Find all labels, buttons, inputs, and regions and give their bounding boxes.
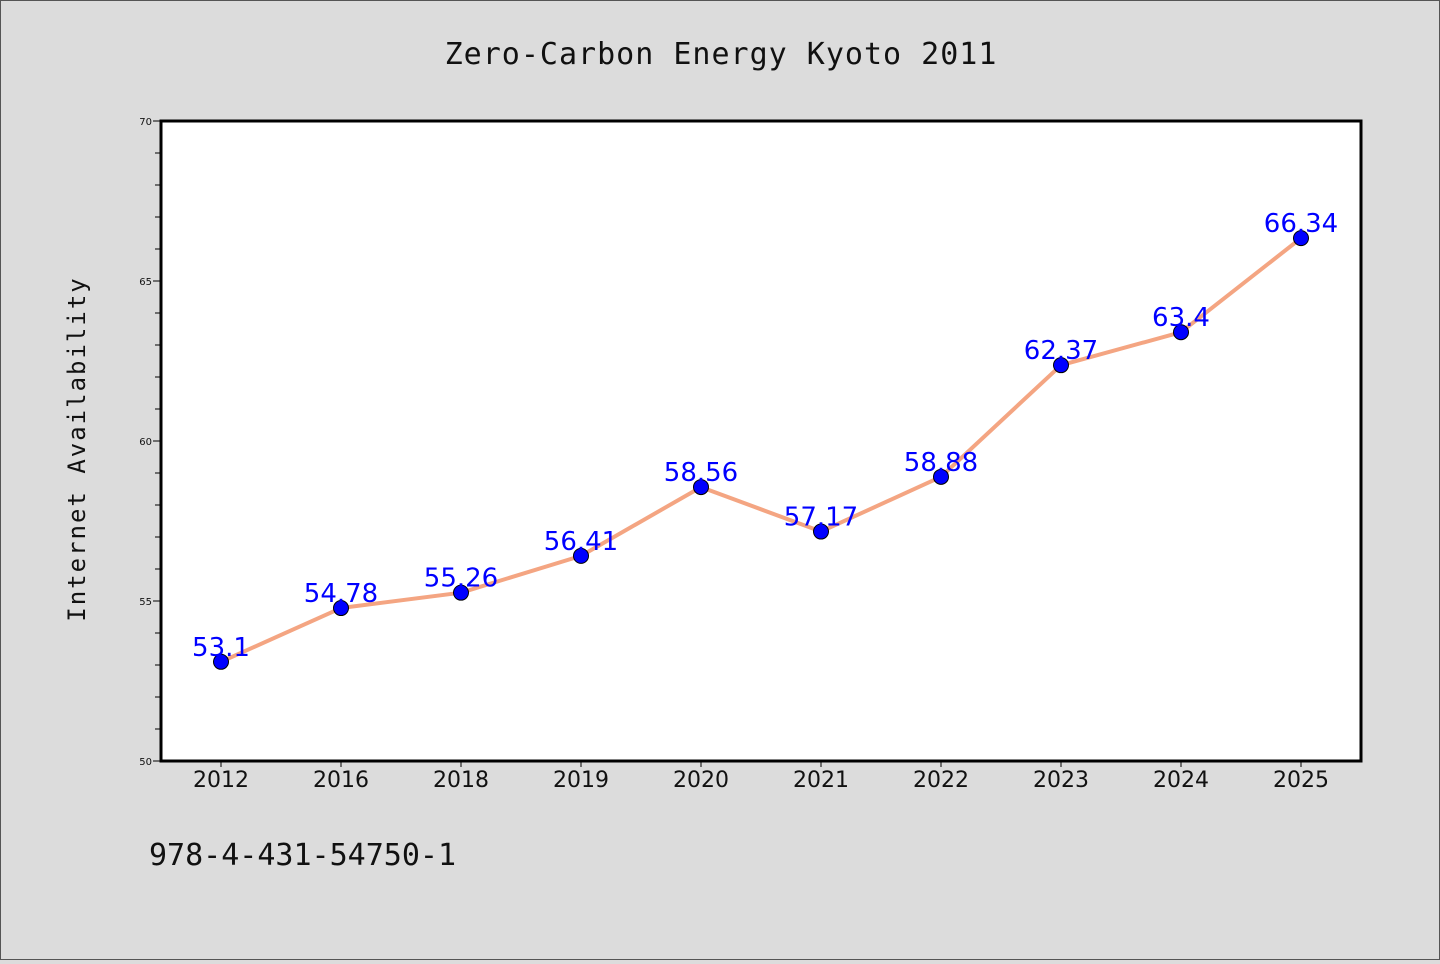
y-axis-ticks: 50 55 60 65 70	[139, 117, 161, 768]
x-tick-label: 2025	[1273, 768, 1329, 793]
series-line	[219, 236, 1303, 664]
x-tick-label: 2020	[673, 768, 729, 793]
data-label: 63.4	[1152, 303, 1210, 333]
x-tick-label: 2022	[913, 768, 969, 793]
chart-title: Zero-Carbon Energy Kyoto 2011	[445, 37, 998, 72]
data-label: 58.88	[904, 448, 978, 478]
data-point	[933, 468, 949, 485]
x-tick-label: 2024	[1153, 768, 1209, 793]
x-tick-label: 2012	[193, 768, 249, 793]
plot-area	[159, 119, 1363, 763]
x-tick-label: 2018	[433, 768, 489, 793]
data-labels: 53.1 54.78 55.26 56.41 58.56 57.17 58.88 62.37 6…	[192, 209, 1338, 663]
isbn-footer: 978-4-431-54750-1	[149, 838, 456, 873]
data-point	[573, 547, 589, 564]
x-tick-label: 2016	[313, 768, 369, 793]
y-tick-label: 55	[139, 597, 152, 608]
data-point	[693, 479, 709, 496]
y-tick-label: 60	[139, 437, 152, 448]
y-tick-label: 50	[139, 757, 152, 768]
y-tick-label: 65	[139, 277, 152, 288]
data-label: 56.41	[544, 527, 618, 557]
data-point	[453, 584, 469, 601]
data-label: 57.17	[784, 503, 858, 533]
x-axis-ticks: 2012 2016 2018 2019 2020 2021 2022 2023 2024 2025	[193, 761, 1329, 793]
x-tick-label: 2023	[1033, 768, 1089, 793]
y-axis-label: Internet Availability	[63, 276, 91, 621]
x-tick-label: 2019	[553, 768, 609, 793]
data-point	[213, 653, 229, 670]
data-label: 54.78	[304, 579, 378, 609]
series-layer	[213, 230, 1309, 670]
data-point	[813, 523, 829, 540]
data-label: 66.34	[1264, 209, 1338, 239]
data-point	[1173, 324, 1189, 341]
data-point	[333, 600, 349, 617]
data-label: 58.56	[664, 458, 738, 488]
x-tick-label: 2021	[793, 768, 849, 793]
data-label: 62.37	[1024, 336, 1098, 366]
data-point	[1053, 357, 1069, 374]
data-point	[1293, 230, 1309, 247]
y-tick-label: 70	[139, 117, 152, 128]
data-label: 53.1	[192, 633, 250, 663]
data-label: 55.26	[424, 564, 498, 594]
